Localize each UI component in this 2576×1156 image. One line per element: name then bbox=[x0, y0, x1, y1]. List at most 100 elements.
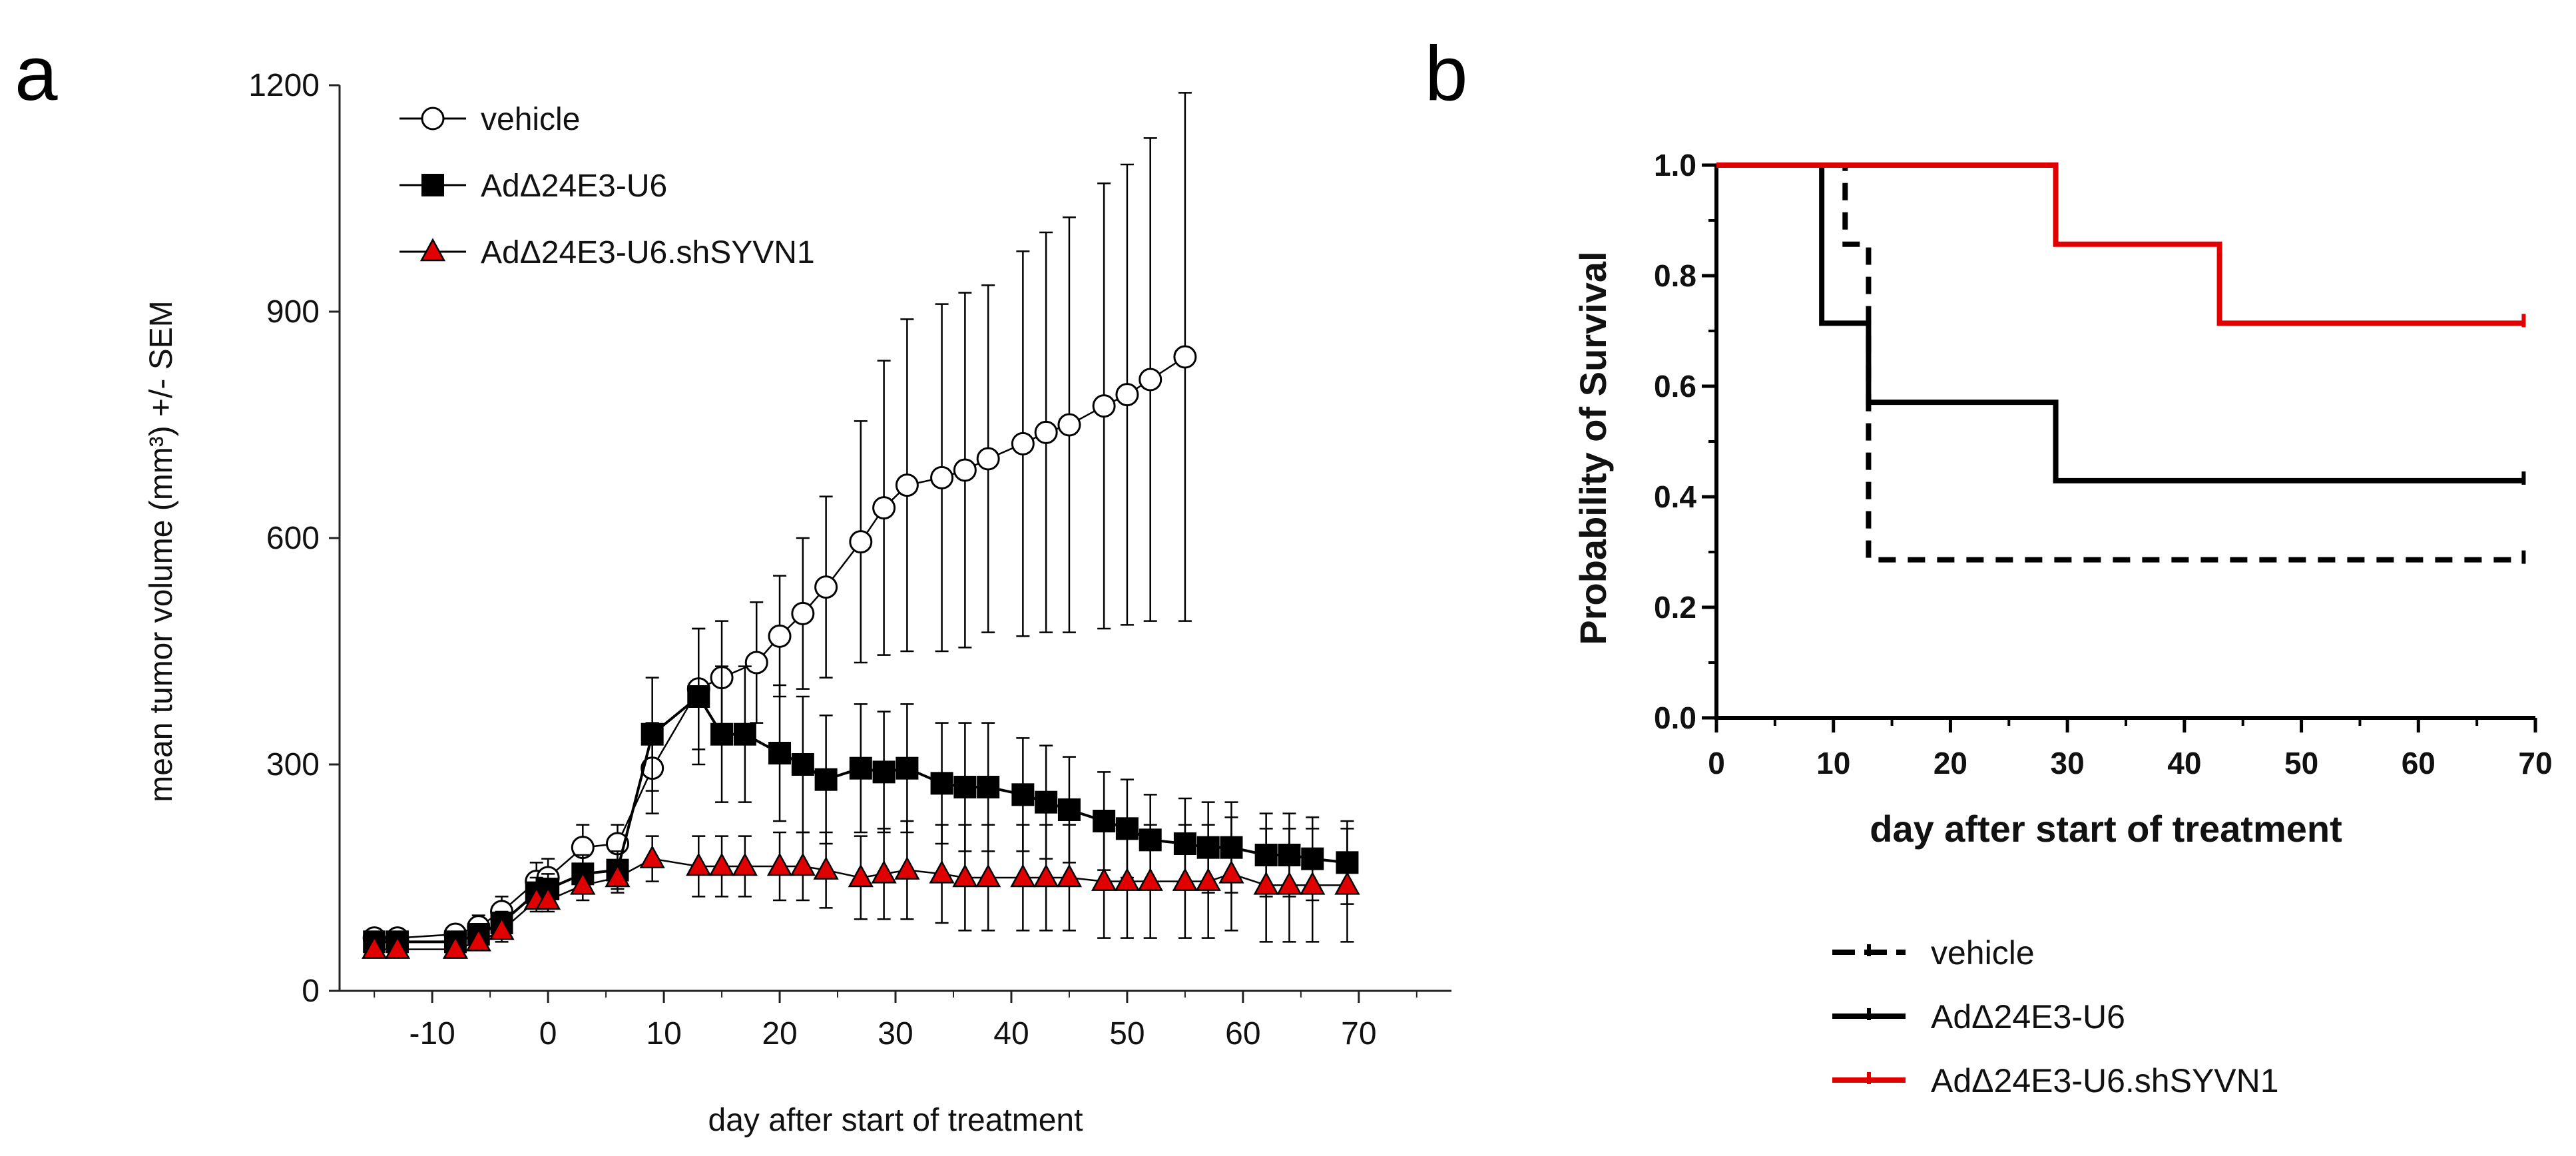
panel-a-y-tick-label: 0 bbox=[302, 974, 320, 1009]
panel-a-point-ad-24e3-u6-shsyvn1 bbox=[384, 936, 411, 959]
panel-a-point-ad-24e3-u6 bbox=[1035, 790, 1058, 814]
panel-a-point-vehicle bbox=[768, 624, 792, 648]
panel-a-point-vehicle bbox=[1173, 345, 1197, 369]
panel-a-point-ad-24e3-u6-shsyvn1 bbox=[848, 864, 874, 888]
panel-a-x-tick-label: 30 bbox=[878, 1016, 913, 1051]
panel-a-point-ad-24e3-u6-shsyvn1 bbox=[1300, 871, 1326, 895]
panel-a-point-ad-24e3-u6-shsyvn1 bbox=[1253, 871, 1279, 895]
panel-b-survival-curve-ad-24e3-u6-shsyvn1 bbox=[1716, 162, 2524, 326]
panel-a-point-ad-24e3-u6 bbox=[791, 753, 814, 776]
panel-b-legend-label: AdΔ24E3-U6 bbox=[1931, 998, 2125, 1035]
panel-a-series-ad-24e3-u6-shsyvn1 bbox=[362, 816, 1360, 959]
panel-a-point-ad-24e3-u6-shsyvn1 bbox=[465, 928, 491, 952]
panel-a-series bbox=[362, 92, 1360, 959]
panel-a-point-ad-24e3-u6-shsyvn1 bbox=[535, 886, 561, 910]
panel-a-point-vehicle bbox=[1092, 394, 1116, 418]
panel-a-point-ad-24e3-u6 bbox=[710, 722, 734, 746]
panel-a-x-tick-label: 70 bbox=[1341, 1016, 1376, 1051]
panel-a-point-ad-24e3-u6-shsyvn1 bbox=[489, 916, 515, 940]
panel-a-point-ad-24e3-u6 bbox=[953, 776, 977, 798]
panel-a-point-ad-24e3-u6-shsyvn1 bbox=[639, 845, 665, 868]
panel-b-legend-item-ad-24e3-u6: AdΔ24E3-U6 bbox=[1832, 998, 2125, 1035]
panel-b-x-tick-label: 10 bbox=[1816, 746, 1850, 780]
panel-a-y-tick-label: 900 bbox=[266, 294, 320, 330]
panel-a-point-ad-24e3-u6-shsyvn1 bbox=[732, 852, 758, 876]
panel-a-x-tick-label: 0 bbox=[539, 1016, 557, 1051]
panel-a-point-ad-24e3-u6-shsyvn1 bbox=[790, 852, 816, 876]
panel-a-point-ad-24e3-u6-shsyvn1 bbox=[708, 852, 735, 876]
panel-a-point-ad-24e3-u6 bbox=[896, 756, 919, 780]
panel-a-point-vehicle bbox=[1057, 413, 1081, 437]
panel-b-survival-curve-vehicle bbox=[1716, 162, 2524, 563]
panel-a-point-vehicle bbox=[744, 651, 768, 675]
panel-a-legend: vehicle AdΔ24E3-U6 AdΔ24E3-U6.shSYVN1 bbox=[399, 102, 815, 270]
panel-a-axes: 0 300 600 900 1200 -10 0 10 20 30 40 50 60 70 bbox=[248, 68, 1451, 1051]
panel-a-x-tick-label: 50 bbox=[1109, 1016, 1145, 1051]
panel-a-point-ad-24e3-u6-shsyvn1 bbox=[442, 936, 469, 959]
panel-a-x-tick-label: 10 bbox=[646, 1016, 681, 1051]
panel-a-point-ad-24e3-u6-shsyvn1 bbox=[1137, 868, 1163, 891]
panel-a-point-ad-24e3-u6 bbox=[641, 722, 664, 746]
panel-a-point-ad-24e3-u6-shsyvn1 bbox=[1033, 864, 1059, 888]
panel-a-legend-item-ad-24e3-u6: AdΔ24E3-U6 bbox=[399, 168, 667, 204]
panel-b-x-tick-label: 0 bbox=[1708, 746, 1725, 780]
panel-a-point-ad-24e3-u6 bbox=[977, 776, 1000, 798]
panel-b-x-tick-label: 50 bbox=[2284, 746, 2318, 780]
panel-a-point-ad-24e3-u6 bbox=[733, 722, 756, 746]
panel-a-legend-marker bbox=[421, 107, 445, 131]
panel-a-chart: 0 300 600 900 1200 -10 0 10 20 30 40 50 60 70 vehicle… bbox=[144, 68, 1451, 1138]
panel-a-point-ad-24e3-u6-shsyvn1 bbox=[1114, 868, 1141, 891]
panel-a-point-ad-24e3-u6-shsyvn1 bbox=[570, 871, 596, 895]
panel-a-y-tick-label: 1200 bbox=[248, 68, 320, 103]
panel-b-x-tick-label: 70 bbox=[2518, 746, 2552, 780]
panel-a-x-tick-label: 20 bbox=[762, 1016, 797, 1051]
panel-b-legend-label: AdΔ24E3-U6.shSYVN1 bbox=[1931, 1062, 2279, 1099]
panel-a-point-ad-24e3-u6-shsyvn1 bbox=[766, 852, 793, 876]
panel-a-point-ad-24e3-u6 bbox=[687, 685, 710, 708]
panel-a-series-vehicle bbox=[362, 92, 1197, 950]
panel-b-axes: 0.0 0.2 0.4 0.6 0.8 1.0 0 10 20 30 40 50 60 70 bbox=[1654, 148, 2553, 780]
panel-b-legend-label: vehicle bbox=[1931, 934, 2035, 972]
panel-a-point-ad-24e3-u6-shsyvn1 bbox=[1276, 871, 1302, 895]
panel-a-y-tick-label: 300 bbox=[266, 747, 320, 782]
panel-a-point-vehicle bbox=[1139, 368, 1162, 392]
panel-a-legend-label: AdΔ24E3-U6.shSYVN1 bbox=[481, 235, 815, 270]
panel-a-legend-label: vehicle bbox=[481, 102, 580, 137]
panel-a-legend-marker bbox=[421, 174, 444, 196]
panel-a-x-tick-label: 40 bbox=[993, 1016, 1029, 1051]
panel-a-letter: a bbox=[15, 30, 58, 117]
panel-a-point-ad-24e3-u6-shsyvn1 bbox=[1218, 860, 1244, 884]
panel-b-legend-item-ad-24e3-u6-shsyvn1: AdΔ24E3-U6.shSYVN1 bbox=[1832, 1062, 2279, 1099]
panel-a-point-ad-24e3-u6 bbox=[768, 742, 792, 764]
panel-a-point-ad-24e3-u6-shsyvn1 bbox=[952, 864, 978, 888]
panel-a-point-ad-24e3-u6 bbox=[872, 760, 896, 784]
panel-a-point-vehicle bbox=[1011, 432, 1035, 455]
panel-a-point-ad-24e3-u6 bbox=[814, 768, 838, 791]
panel-a-y-tick-label: 600 bbox=[266, 521, 320, 556]
panel-b-x-tick-label: 30 bbox=[2051, 746, 2085, 780]
panel-a-point-ad-24e3-u6 bbox=[1011, 783, 1035, 806]
panel-a-point-ad-24e3-u6-shsyvn1 bbox=[362, 936, 387, 959]
panel-b-survival-curve-ad-24e3-u6 bbox=[1716, 162, 2524, 483]
panel-a-x-tick-label: 60 bbox=[1225, 1016, 1260, 1051]
panel-b-y-tick-label: 0.0 bbox=[1654, 701, 1696, 735]
panel-a-point-vehicle bbox=[1034, 420, 1058, 444]
panel-a-point-ad-24e3-u6-shsyvn1 bbox=[813, 856, 839, 880]
panel-b-x-tick-label: 40 bbox=[2167, 746, 2201, 780]
panel-a-legend-marker bbox=[419, 238, 446, 262]
panel-a-point-ad-24e3-u6 bbox=[930, 772, 953, 795]
panel-b-y-tick-label: 0.8 bbox=[1654, 258, 1696, 293]
panel-b-y-tick-label: 1.0 bbox=[1654, 148, 1696, 182]
panel-b-y-axis-label: Probability of Survival bbox=[1572, 251, 1614, 645]
panel-a-point-vehicle bbox=[895, 473, 919, 497]
panel-a-y-axis-label: mean tumor volume (mm³) +/- SEM bbox=[144, 300, 179, 802]
panel-a-point-ad-24e3-u6-shsyvn1 bbox=[975, 864, 1001, 888]
panel-a-point-ad-24e3-u6-shsyvn1 bbox=[1195, 868, 1221, 891]
panel-a-point-ad-24e3-u6-shsyvn1 bbox=[894, 856, 920, 880]
panel-a-point-ad-24e3-u6-shsyvn1 bbox=[1091, 868, 1117, 891]
panel-a-point-ad-24e3-u6-shsyvn1 bbox=[1010, 864, 1036, 888]
panel-a-point-vehicle bbox=[791, 601, 815, 625]
panel-a-point-vehicle bbox=[814, 575, 838, 599]
